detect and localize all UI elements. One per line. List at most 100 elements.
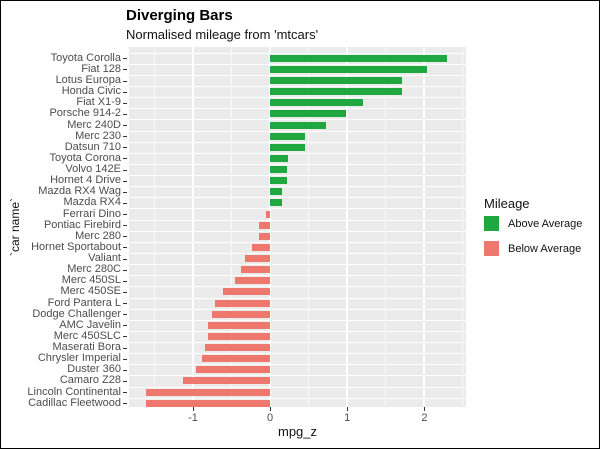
y-axis-label: Cadillac Fleetwood (28, 396, 121, 409)
bar (244, 255, 271, 262)
y-axis-label: Fiat X1-9 (76, 96, 121, 109)
y-tick (123, 102, 127, 104)
bar (223, 288, 271, 296)
bar (270, 121, 326, 129)
legend-title: Mileage (484, 196, 530, 211)
row-gridline (129, 297, 466, 299)
row-gridline (129, 230, 466, 232)
legend-label: Below Average (508, 243, 582, 255)
gridline-major (423, 47, 426, 407)
y-axis-label: Fiat 128 (81, 62, 121, 75)
bar (258, 221, 271, 229)
y-axis-label: Pontiac Firebird (43, 218, 121, 231)
x-tick-label: 0 (267, 412, 274, 424)
y-tick (123, 169, 127, 171)
bar (207, 321, 271, 329)
gridline-minor (385, 47, 387, 407)
bar (270, 166, 288, 173)
row-gridline (129, 364, 466, 366)
gridline-major (192, 47, 194, 407)
row-gridline (129, 186, 466, 188)
row-gridline (129, 97, 466, 99)
bar (270, 54, 447, 62)
x-tick-label: -1 (188, 412, 198, 424)
y-axis-label: Datsun 710 (64, 140, 121, 153)
y-tick (123, 214, 127, 215)
row-gridline (129, 108, 466, 110)
bar (201, 355, 271, 363)
y-axis-label: Duster 360 (67, 363, 121, 376)
row-gridline (129, 152, 466, 154)
x-tick (192, 407, 194, 411)
y-tick (123, 347, 127, 349)
row-gridline (129, 63, 466, 65)
bar (234, 277, 271, 285)
gridline-minor (231, 47, 233, 407)
row-gridline (129, 197, 466, 199)
bar (270, 132, 305, 140)
y-axis-label: Ford Pantera L (47, 296, 121, 309)
legend-swatch-above (484, 216, 499, 231)
y-tick (123, 236, 127, 238)
y-axis-label: Mazda RX4 (63, 196, 121, 209)
row-gridline (129, 330, 466, 332)
bar (270, 177, 288, 185)
bar (258, 232, 271, 240)
y-tick (123, 269, 127, 271)
y-tick (123, 358, 127, 360)
gridline-major (346, 47, 349, 407)
y-axis-label: Ferrari Dino (62, 207, 121, 220)
x-tick (423, 407, 425, 411)
y-axis-label: Merc 240D (67, 118, 121, 131)
row-gridline (129, 386, 466, 388)
legend-swatch-below (484, 241, 499, 256)
y-tick (123, 380, 127, 382)
y-tick (123, 225, 127, 227)
row-gridline (129, 264, 466, 266)
bar (146, 399, 271, 407)
bar (265, 210, 271, 218)
y-axis-label: Chrysler Imperial (37, 352, 121, 365)
y-tick (123, 180, 127, 182)
chart-title: Diverging Bars (126, 7, 233, 24)
y-tick (123, 314, 127, 316)
row-gridline (129, 353, 466, 355)
bar (270, 143, 305, 151)
y-axis-label: Merc 450SL (61, 274, 121, 287)
bar (270, 77, 402, 84)
gridline-minor (462, 47, 464, 407)
row-gridline (129, 241, 466, 243)
x-tick (346, 407, 348, 411)
y-tick (123, 403, 127, 405)
row-gridline (129, 163, 466, 165)
x-axis-title: mpg_z (277, 424, 318, 439)
bar (207, 332, 271, 340)
bar (270, 110, 346, 118)
row-gridline (129, 74, 466, 76)
y-axis-label: Merc 280 (75, 229, 121, 242)
bar (270, 154, 288, 162)
y-axis-label: Mazda RX4 Wag (38, 185, 121, 198)
y-axis-label: Toyota Corona (49, 151, 121, 164)
y-axis-label: Lincoln Continental (27, 385, 121, 398)
bar (240, 266, 271, 274)
y-tick (123, 91, 127, 93)
bar (215, 299, 271, 307)
y-axis-label: Merc 230 (75, 129, 121, 142)
bar (270, 65, 428, 73)
y-axis-label: Dodge Challenger (32, 307, 121, 320)
y-tick (123, 247, 127, 249)
y-axis-label: Maserati Bora (52, 341, 121, 354)
y-tick (123, 147, 127, 149)
y-tick (123, 258, 127, 260)
y-axis-label: Merc 280C (67, 263, 121, 276)
y-tick (123, 369, 127, 371)
gridline-minor (153, 47, 155, 407)
bar (270, 88, 402, 96)
row-gridline (129, 253, 466, 254)
y-tick (123, 136, 127, 138)
y-axis-label: Merc 450SLC (53, 329, 121, 342)
plot-panel (129, 47, 466, 407)
y-axis-label: Toyota Corolla (50, 51, 121, 64)
y-tick (123, 202, 127, 204)
